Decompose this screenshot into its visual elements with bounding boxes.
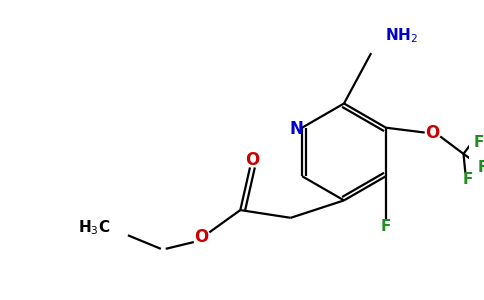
Text: F: F bbox=[474, 135, 484, 150]
Text: F: F bbox=[462, 172, 472, 187]
Text: F: F bbox=[381, 219, 391, 234]
Text: O: O bbox=[425, 124, 439, 142]
Text: NH$_2$: NH$_2$ bbox=[385, 26, 418, 45]
Text: N: N bbox=[289, 120, 303, 138]
Text: O: O bbox=[195, 228, 209, 246]
Text: F: F bbox=[478, 160, 484, 175]
Text: O: O bbox=[245, 151, 259, 169]
Text: H$_3$C: H$_3$C bbox=[78, 218, 110, 237]
